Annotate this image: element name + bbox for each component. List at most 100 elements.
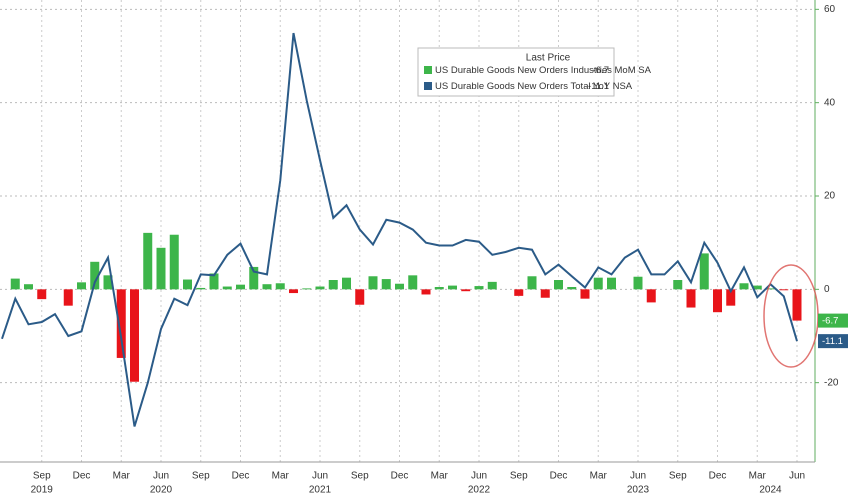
x-year-label: 2021 — [309, 485, 332, 495]
bar — [461, 289, 471, 292]
legend: Last Price US Durable Goods New Orders I… — [417, 47, 652, 97]
bar — [421, 289, 431, 295]
highlight-circle — [763, 264, 819, 368]
bar — [24, 284, 33, 290]
x-tick-label: Dec — [391, 471, 409, 482]
legend-label: US Durable Goods New Orders Industries M… — [435, 65, 652, 76]
bar — [686, 289, 696, 308]
bar — [381, 279, 391, 290]
bar — [699, 253, 709, 290]
x-year-label: 2023 — [627, 485, 650, 495]
bar — [209, 273, 219, 290]
bar — [103, 275, 113, 290]
bar — [302, 288, 312, 290]
legend-swatch — [424, 66, 432, 74]
legend-box — [417, 47, 615, 97]
x-tick-label: Sep — [33, 471, 51, 482]
x-tick-label: Jun — [471, 471, 487, 482]
bar — [593, 277, 603, 290]
last-value-tag — [818, 313, 848, 328]
legend-value: -6.7 — [593, 65, 609, 76]
x-year-label: 2019 — [31, 485, 54, 495]
x-tick-label: Mar — [113, 471, 131, 482]
x-tick-label: Mar — [431, 471, 449, 482]
bar — [487, 281, 497, 290]
x-tick-label: Jun — [789, 471, 805, 482]
bar — [540, 289, 550, 298]
x-tick-label: Dec — [232, 471, 250, 482]
legend-label: US Durable Goods New Orders Total YoY NS… — [435, 81, 633, 92]
bar — [527, 276, 537, 290]
last-value-label: -6.7 — [822, 316, 838, 327]
x-year-label: 2022 — [468, 485, 491, 495]
x-tick-label: Sep — [192, 471, 210, 482]
x-tick-label: Sep — [351, 471, 369, 482]
bar — [156, 247, 166, 290]
bar — [739, 283, 749, 290]
x-year-label: 2020 — [150, 485, 173, 495]
y-tick-label: 20 — [824, 191, 836, 202]
bar — [275, 283, 285, 290]
bar — [236, 284, 245, 290]
bar — [196, 287, 206, 290]
bar — [766, 288, 775, 290]
legend-swatch — [424, 82, 432, 90]
bar — [408, 275, 418, 290]
bar — [249, 266, 259, 290]
bar — [130, 289, 139, 382]
bar — [77, 282, 86, 290]
bar — [726, 289, 736, 306]
x-tick-label: Mar — [749, 471, 767, 482]
y-tick-label: -20 — [824, 377, 839, 388]
bar — [792, 289, 802, 321]
bar — [474, 286, 484, 290]
x-tick-label: Sep — [669, 471, 687, 482]
bar — [434, 287, 444, 290]
marks-layer — [1, 32, 802, 427]
bar — [368, 276, 378, 290]
x-tick-label: Sep — [510, 471, 528, 482]
bar — [262, 284, 272, 290]
bar — [328, 280, 338, 290]
x-tick-label: Mar — [590, 471, 608, 482]
bar — [395, 283, 404, 290]
bar — [63, 289, 73, 306]
x-year-label: 2024 — [759, 485, 782, 495]
x-tick-label: Jun — [630, 471, 646, 482]
bar — [37, 289, 47, 300]
x-tick-label: Dec — [709, 471, 727, 482]
bar — [342, 277, 351, 290]
x-tick-label: Dec — [73, 471, 91, 482]
bar — [355, 289, 365, 305]
bar — [448, 285, 457, 290]
bar — [673, 280, 683, 290]
bar — [10, 278, 20, 290]
bar — [116, 289, 126, 358]
bar — [580, 289, 590, 299]
tags-layer: -6.7 -11.1 — [818, 313, 848, 349]
y-tick-label: 60 — [824, 4, 836, 15]
bar — [567, 287, 577, 290]
bar — [514, 289, 524, 296]
bar — [222, 286, 232, 290]
last-value-label: -11.1 — [822, 336, 843, 347]
bar — [779, 289, 789, 291]
bar — [607, 277, 616, 290]
bar — [646, 289, 656, 303]
x-tick-label: Dec — [550, 471, 568, 482]
bar — [713, 289, 722, 313]
x-tick-label: Jun — [153, 471, 169, 482]
legend-title: Last Price — [526, 53, 571, 64]
bar — [143, 232, 153, 290]
y-tick-label: 0 — [824, 284, 830, 295]
last-value-tag — [818, 334, 848, 349]
bar — [554, 280, 563, 290]
bar — [183, 279, 192, 290]
y-tick-label: 40 — [824, 97, 836, 108]
legend-value: -11.1 — [588, 81, 609, 92]
bar — [90, 261, 100, 290]
x-tick-label: Jun — [312, 471, 328, 482]
bar — [633, 276, 643, 290]
